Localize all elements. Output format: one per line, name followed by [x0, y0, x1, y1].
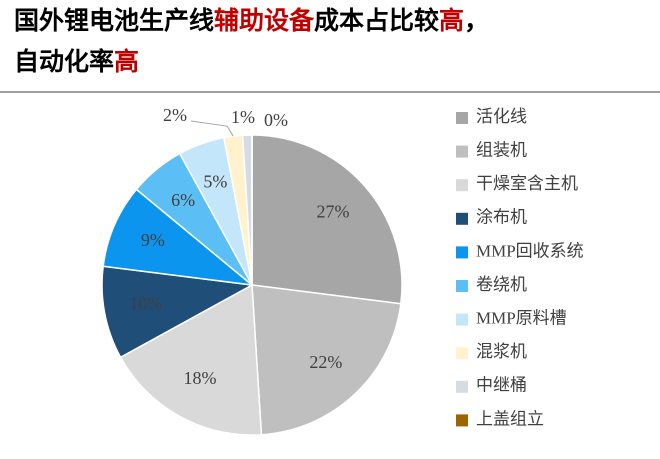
legend-swatch	[456, 246, 468, 259]
legend-swatch	[456, 313, 468, 326]
title-segment: 高	[114, 47, 139, 76]
legend-swatch	[456, 145, 468, 158]
legend-swatch	[456, 112, 468, 124]
pie-slice	[119, 283, 263, 436]
title-segment: 辅助设备	[214, 6, 315, 35]
pie-slice	[251, 134, 403, 305]
title-line: 国外锂电池生产线辅助设备成本占比较高，	[14, 6, 489, 35]
title-segment: 高	[439, 6, 464, 35]
legend-swatch	[456, 280, 468, 292]
legend-swatch	[456, 179, 468, 192]
slice-label: 1%	[231, 107, 255, 127]
legend-label: 上盖组立	[476, 409, 544, 428]
slice-label: 9%	[141, 230, 165, 250]
slice-label: 18%	[183, 368, 216, 388]
legend-label: MMP原料槽	[476, 309, 567, 328]
title-segment: 国外锂电池生产线	[14, 6, 214, 35]
legend-swatch	[456, 414, 468, 427]
legend-label: 活化线	[476, 107, 527, 126]
slice-label: 10%	[129, 293, 162, 313]
title-line: 自动化率高	[14, 47, 139, 76]
legend-swatch	[456, 380, 468, 393]
title-segment: ，	[464, 6, 489, 35]
slice-label: 2%	[163, 105, 187, 125]
slice-label: 22%	[309, 352, 342, 372]
title-segment: 成本占比较	[314, 6, 439, 35]
slice-label: 5%	[203, 172, 227, 192]
legend-label: 卷绕机	[476, 275, 527, 294]
leader-line	[190, 120, 234, 137]
pie-slice	[251, 284, 402, 436]
legend-label: 涂布机	[476, 208, 527, 227]
slice-label: 27%	[317, 202, 350, 222]
legend-swatch	[456, 212, 468, 225]
slice-label: 6%	[171, 190, 195, 210]
legend-swatch	[456, 347, 468, 360]
legend-label: MMP回收系统	[476, 241, 584, 260]
legend-label: 组装机	[476, 141, 527, 160]
slice-label: 0%	[264, 110, 288, 130]
legend-label: 干燥室含主机	[476, 174, 578, 193]
pie-slice	[102, 188, 255, 287]
legend-label: 中继桶	[476, 376, 527, 395]
legend-label: 混浆机	[476, 342, 527, 361]
title-segment: 自动化率	[14, 47, 114, 76]
pie-slice	[101, 265, 255, 359]
